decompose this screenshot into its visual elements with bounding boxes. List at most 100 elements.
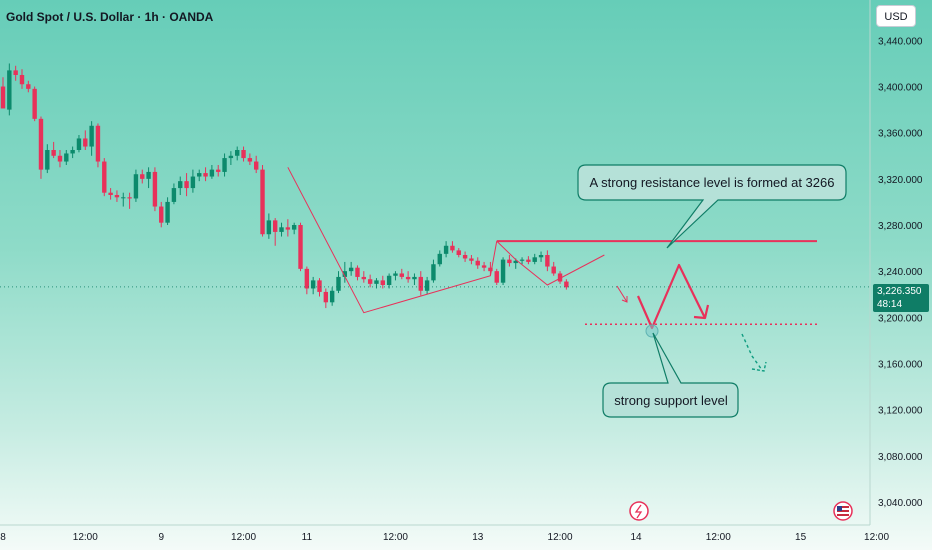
y-tick-label: 3,120.000 bbox=[878, 406, 923, 417]
candle-body bbox=[355, 267, 360, 277]
zigzag-line-2 bbox=[496, 240, 605, 286]
candle bbox=[241, 146, 246, 162]
candle bbox=[342, 261, 348, 283]
y-tick-label: 3,440.000 bbox=[878, 36, 923, 47]
y-tick-label: 3,200.000 bbox=[878, 313, 923, 324]
chart-title: Gold Spot / U.S. Dollar · 1h · OANDA bbox=[6, 10, 214, 24]
candle bbox=[108, 188, 113, 200]
callouts-layer: A strong resistance level is formed at 3… bbox=[577, 164, 847, 418]
candle bbox=[323, 288, 329, 309]
alt-arrow-head bbox=[751, 361, 767, 372]
candle bbox=[222, 153, 227, 177]
candle bbox=[291, 222, 297, 235]
x-tick-label: 13 bbox=[472, 532, 484, 543]
bar-countdown: 48:14 bbox=[877, 299, 903, 310]
candle bbox=[336, 271, 341, 294]
support-callout-box bbox=[602, 332, 739, 418]
candle bbox=[279, 222, 284, 237]
candle-body bbox=[494, 271, 499, 283]
price-axis[interactable]: 3,440.000 3,400.000 3,360.000 3,320.000 3,28… bbox=[869, 0, 923, 525]
candle-body bbox=[102, 161, 107, 193]
candle bbox=[393, 271, 398, 281]
support-callout: strong support level bbox=[602, 332, 739, 418]
candle bbox=[310, 276, 316, 295]
candle bbox=[526, 256, 531, 265]
candle bbox=[424, 276, 430, 295]
candle bbox=[285, 219, 291, 237]
time-axis[interactable]: 8 12:00 9 12:00 11 12:00 13 12:00 14 12:00 15 12:00 bbox=[0, 524, 889, 543]
candle-body bbox=[304, 268, 310, 289]
candle bbox=[545, 250, 550, 272]
candle bbox=[456, 248, 461, 258]
candle-body bbox=[488, 267, 493, 272]
candle-body bbox=[70, 150, 75, 154]
x-tick-label: 12:00 bbox=[548, 532, 573, 543]
candle bbox=[51, 141, 56, 159]
candle-body bbox=[184, 181, 189, 189]
candle-body bbox=[228, 155, 234, 159]
candle-body bbox=[538, 255, 544, 258]
candle bbox=[266, 213, 272, 239]
candle-body bbox=[209, 169, 215, 177]
resistance-callout-box bbox=[577, 164, 847, 249]
candle bbox=[494, 268, 499, 285]
x-tick-label: 15 bbox=[795, 532, 807, 543]
candle bbox=[254, 155, 259, 174]
candle bbox=[380, 275, 385, 289]
candle-body bbox=[190, 176, 196, 189]
candle-body bbox=[386, 275, 392, 285]
candle-body bbox=[418, 276, 423, 291]
candle-body bbox=[127, 197, 132, 199]
small-arrow-head bbox=[621, 296, 628, 303]
candle-body bbox=[254, 161, 259, 170]
x-tick-label: 11 bbox=[302, 532, 313, 543]
candle-body bbox=[76, 138, 82, 150]
candle bbox=[171, 183, 177, 205]
currency-button[interactable]: USD bbox=[876, 5, 916, 27]
support-callout-text: strong support level bbox=[614, 393, 728, 408]
x-tick-label: 8 bbox=[0, 532, 6, 543]
x-tick-label: 12:00 bbox=[706, 532, 731, 543]
candle-body bbox=[159, 206, 164, 223]
y-tick-label: 3,080.000 bbox=[878, 452, 923, 463]
candle bbox=[70, 146, 75, 159]
candle-body bbox=[121, 197, 126, 199]
alt-arrow-line bbox=[741, 333, 763, 371]
candle bbox=[272, 218, 278, 246]
candle bbox=[127, 192, 132, 209]
candle-body bbox=[146, 171, 151, 179]
candle-body bbox=[222, 158, 227, 172]
candle bbox=[431, 259, 436, 283]
projection-path bbox=[636, 263, 706, 330]
resistance-callout-text: A strong resistance level is formed at 3… bbox=[590, 175, 835, 190]
candle-body bbox=[450, 245, 455, 251]
candle-body bbox=[266, 220, 272, 235]
candle bbox=[551, 261, 556, 276]
candle bbox=[0, 77, 6, 109]
y-tick-label: 3,360.000 bbox=[878, 129, 923, 140]
candle-body bbox=[519, 259, 525, 261]
last-price: 3,226.350 bbox=[877, 286, 922, 297]
flash-event-icon[interactable] bbox=[629, 501, 649, 521]
candle-body bbox=[443, 245, 449, 254]
candle bbox=[76, 135, 82, 153]
us-flag-event-icon[interactable] bbox=[833, 501, 853, 521]
candle-body bbox=[564, 281, 569, 288]
candle bbox=[329, 287, 335, 306]
candle-body bbox=[64, 153, 69, 162]
candle bbox=[355, 265, 360, 281]
candle-body bbox=[380, 280, 385, 285]
flag-icon-stripe-white bbox=[837, 508, 849, 510]
candle-body bbox=[216, 169, 221, 172]
candle-body bbox=[481, 265, 487, 268]
candle-body bbox=[329, 290, 335, 303]
candle bbox=[500, 257, 506, 285]
candle-body bbox=[0, 86, 6, 109]
candle-body bbox=[272, 220, 278, 232]
candle-body bbox=[342, 271, 348, 277]
candle-body bbox=[348, 267, 354, 272]
flag-icon-stripes bbox=[837, 506, 849, 516]
candle-body bbox=[513, 260, 518, 264]
